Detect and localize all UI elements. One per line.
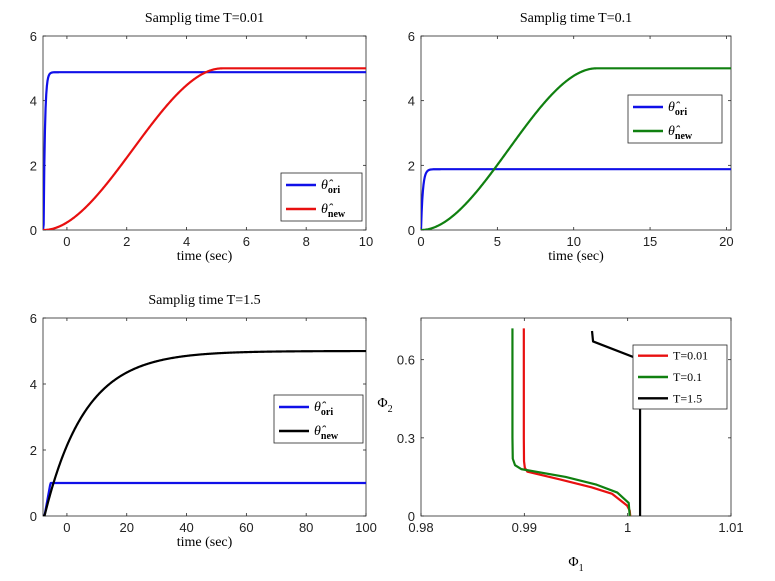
axes-frame	[42, 317, 367, 517]
x-tick-label: 1	[624, 520, 631, 535]
legend-box	[273, 394, 364, 444]
legend-box	[627, 94, 723, 144]
x-tick-label: 5	[494, 234, 501, 249]
x-tick-label: 60	[239, 520, 253, 535]
x-tick-label: 0.99	[512, 520, 537, 535]
y-axis-label: Φ2	[377, 396, 392, 415]
x-tick-label: 10	[359, 234, 373, 249]
x-tick-label: 8	[303, 234, 310, 249]
legend-box	[280, 172, 363, 222]
x-tick-label: 1.01	[718, 520, 743, 535]
x-tick-label: 0.98	[408, 520, 433, 535]
series-line-2	[43, 67, 366, 230]
x-tick-label: 0	[63, 234, 70, 249]
y-tick-label: 0	[30, 509, 37, 524]
x-tick-label: 6	[243, 234, 250, 249]
chart-title: Samplig time T=0.1	[520, 11, 632, 26]
y-tick-label: 2	[30, 443, 37, 458]
y-tick-label: 0.3	[397, 431, 415, 446]
x-axis-label: time (sec)	[177, 535, 233, 550]
legend-label: T=0.01	[673, 349, 708, 363]
x-axis-label: time (sec)	[548, 249, 604, 264]
axes-frame	[42, 35, 367, 231]
y-tick-label: 4	[30, 377, 37, 392]
series-line-2	[511, 328, 631, 516]
y-tick-label: 0	[30, 223, 37, 238]
x-tick-label: 80	[299, 520, 313, 535]
x-tick-label: 4	[183, 234, 190, 249]
x-tick-label: 10	[566, 234, 580, 249]
chart-title: Samplig time T=1.5	[148, 293, 260, 308]
x-tick-label: 2	[123, 234, 130, 249]
series-line-2	[421, 67, 731, 230]
y-tick-label: 0	[408, 509, 415, 524]
x-tick-label: 20	[719, 234, 733, 249]
y-tick-label: 6	[30, 29, 37, 44]
y-tick-label: 0.6	[397, 353, 415, 368]
y-tick-label: 4	[30, 94, 37, 109]
y-tick-label: 6	[408, 29, 415, 44]
x-tick-label: 20	[120, 520, 134, 535]
axes-frame	[420, 35, 732, 231]
x-tick-label: 40	[179, 520, 193, 535]
y-tick-label: 2	[408, 158, 415, 173]
y-tick-label: 4	[408, 94, 415, 109]
chart-panel-1: 0 2 4 6 8 10 0 2 4 6 Samplig time T=0.01 time (sec)…	[30, 11, 373, 264]
legend-label: T=0.1	[673, 370, 702, 384]
chart-panel-3: 0 20 40 60 80 100 0 2 4 6 Samplig time T=1.5 time (…	[30, 293, 377, 550]
x-tick-label: 100	[355, 520, 377, 535]
x-axis-label: Φ1	[568, 555, 583, 574]
chart-panel-2: 0 5 10 15 20 0 2 4 6 Samplig time T=0.1 time (sec)…	[408, 11, 734, 264]
y-tick-label: 0	[408, 223, 415, 238]
series-line-1	[522, 328, 632, 516]
x-axis-label: time (sec)	[177, 249, 233, 264]
y-tick-label: 2	[30, 158, 37, 173]
y-tick-label: 6	[30, 311, 37, 326]
x-tick-label: 0	[417, 234, 424, 249]
series-line-1	[421, 168, 731, 230]
x-tick-label: 0	[63, 520, 70, 535]
legend: T=0.01 T=0.1 T=1.5	[632, 344, 728, 410]
series-line-1	[43, 481, 366, 516]
series-line-2	[43, 349, 366, 516]
chart-panel-4: 0.98 0.99 1 1.01 0 0.3 0.6 Φ1 Φ2 T=0.01 T=0.1 T=1.5	[377, 317, 744, 574]
legend-label: T=1.5	[673, 391, 702, 405]
x-tick-label: 15	[643, 234, 657, 249]
chart-title: Samplig time T=0.01	[145, 11, 264, 26]
axes-frame	[420, 317, 732, 517]
